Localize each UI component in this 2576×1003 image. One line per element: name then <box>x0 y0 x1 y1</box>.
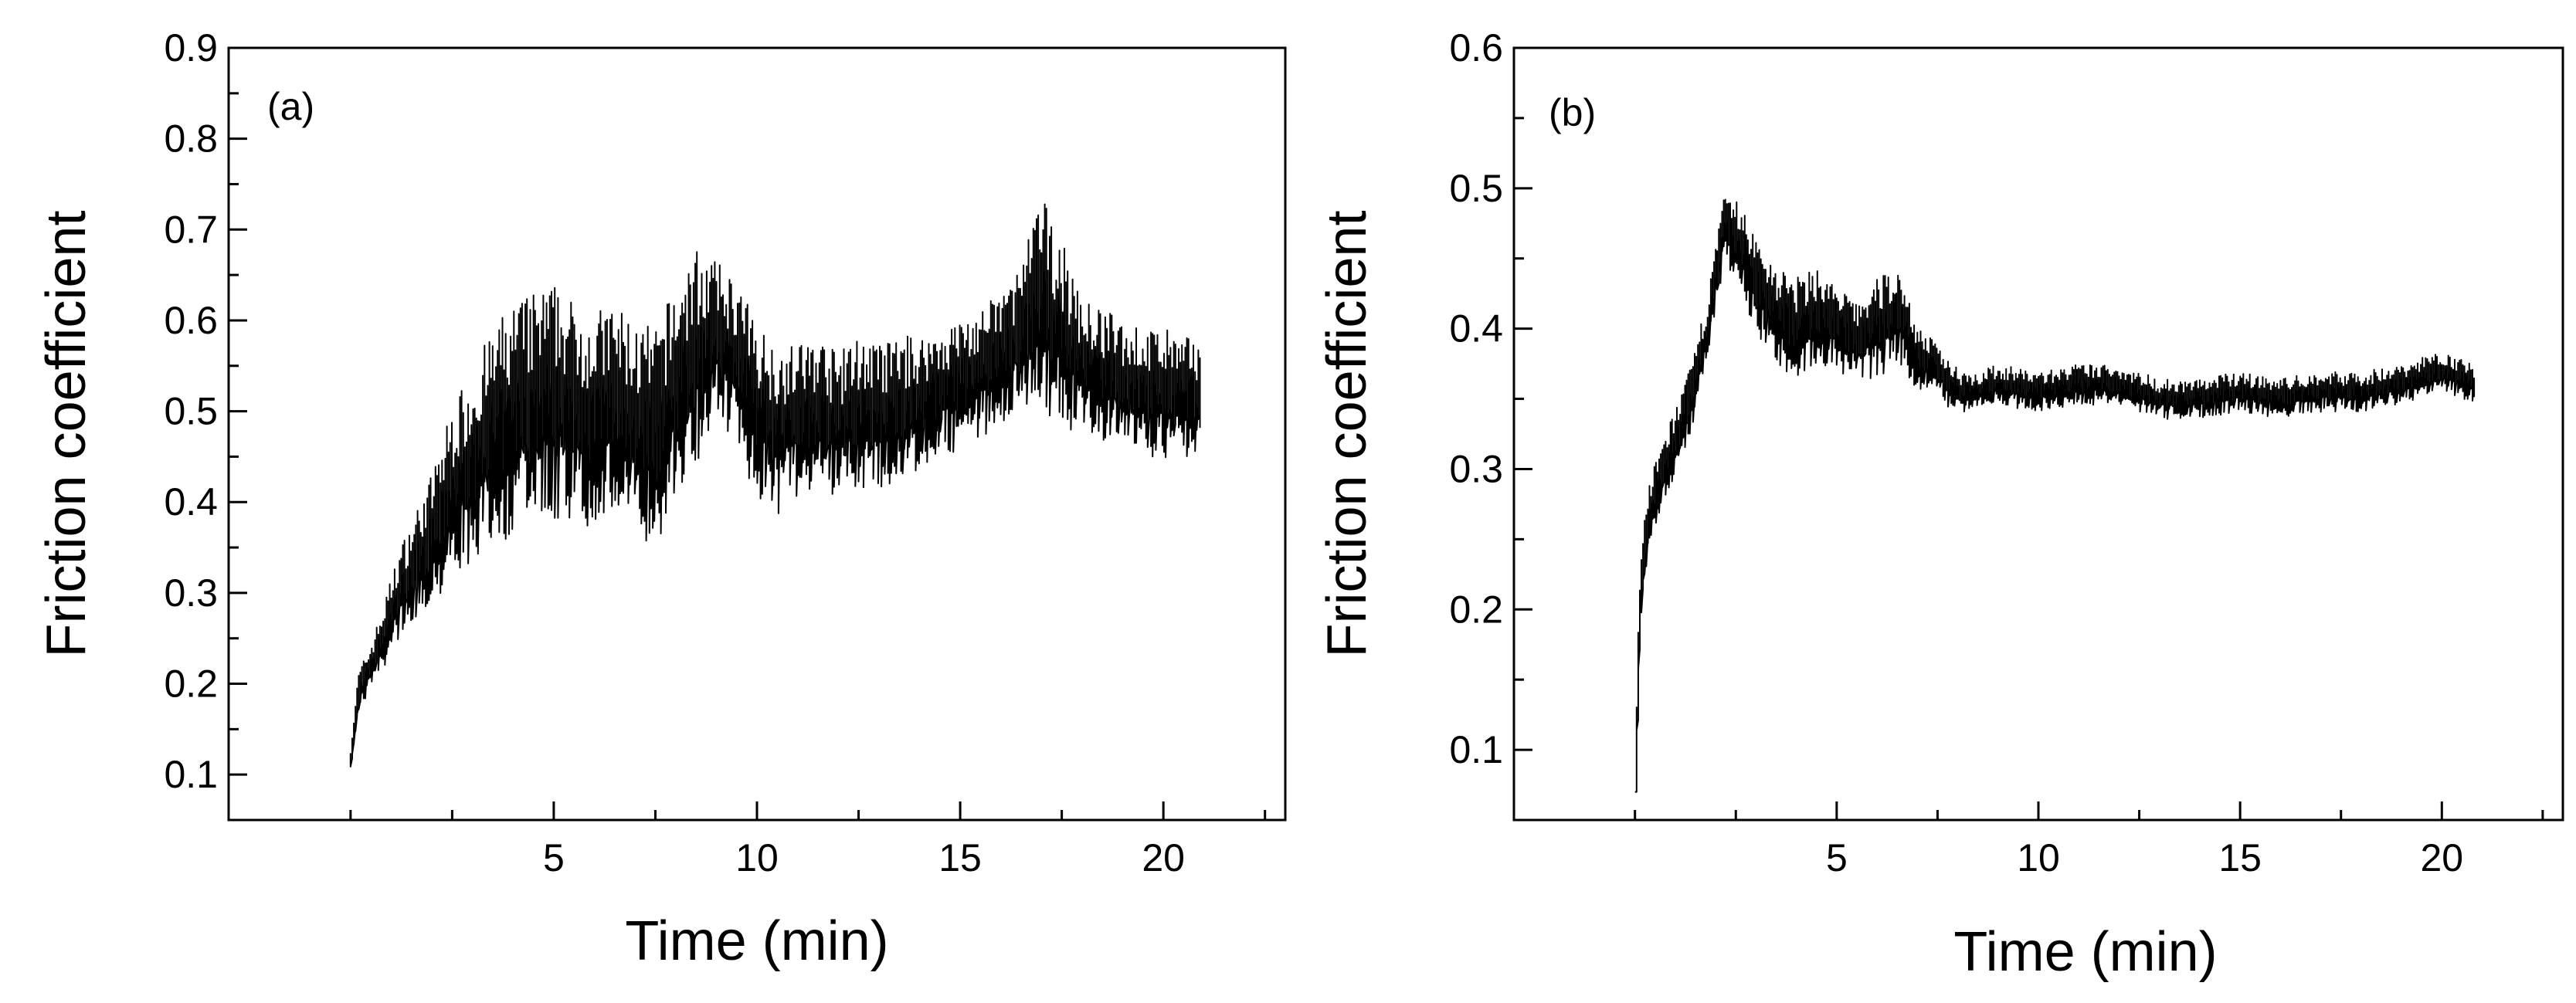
y-axis-ticks: 0.1 0.2 0.3 0.4 0.5 0.6 0.7 0.8 0.9 <box>164 26 247 822</box>
x-axis-title: Time (min) <box>1953 921 2217 983</box>
y-axis-ticks: 0.1 0.2 0.3 0.4 0.5 0.6 <box>1449 26 1532 822</box>
x-tick-label: 10 <box>2017 836 2060 879</box>
x-axis-ticks: 5 10 15 20 <box>349 801 1267 879</box>
friction-trace-line <box>349 203 1201 767</box>
y-tick-label: 0.4 <box>1449 307 1503 351</box>
y-tick-label: 0.6 <box>164 299 218 342</box>
x-tick-label: 20 <box>2420 836 2463 879</box>
chart-panel-a: 0.10.20.30.40.50.60.70.80.9 5 10 15 20 (a) … <box>36 26 1287 972</box>
y-axis-title: Friction coefficient <box>1316 211 1378 658</box>
x-tick-label: 10 <box>735 836 779 879</box>
x-tick-label: 15 <box>938 836 982 879</box>
x-tick-label: 15 <box>2218 836 2262 879</box>
y-tick-label: 0.5 <box>1449 167 1503 210</box>
y-tick-label: 0.4 <box>164 480 218 524</box>
x-axis-ticks: 5 10 15 20 <box>1634 801 2544 879</box>
y-tick-label: 0.3 <box>1449 447 1503 490</box>
x-axis-title: Time (min) <box>625 910 888 972</box>
panel-label: (a) <box>267 85 314 128</box>
x-tick-label: 20 <box>1142 836 1185 879</box>
y-tick-label: 0.7 <box>164 208 218 251</box>
friction-trace-line <box>1634 198 2476 793</box>
y-tick-label: 0.3 <box>164 571 218 615</box>
y-tick-label: 0.5 <box>164 390 218 433</box>
y-tick-label: 0.1 <box>1449 728 1503 771</box>
y-axis-title: Friction coefficient <box>36 211 97 658</box>
chart-panel-b: 0.1 0.2 0.3 0.4 0.5 0.6 5 10 15 20 (b) Time (min… <box>1316 26 2564 983</box>
x-tick-label: 5 <box>543 836 565 879</box>
y-tick-label: 0.2 <box>164 662 218 706</box>
y-tick-label: 0.6 <box>1449 26 1503 69</box>
panel-label: (b) <box>1549 91 1596 134</box>
y-tick-label: 0.2 <box>1449 588 1503 631</box>
x-tick-label: 5 <box>1826 836 1848 879</box>
y-tick-label: 0.9 <box>164 26 218 69</box>
y-tick-label: 0.8 <box>164 117 218 161</box>
y-tick-label: 0.1 <box>164 753 218 796</box>
series-friction-coefficient <box>1634 198 2476 793</box>
series-friction-coefficient <box>349 203 1201 767</box>
